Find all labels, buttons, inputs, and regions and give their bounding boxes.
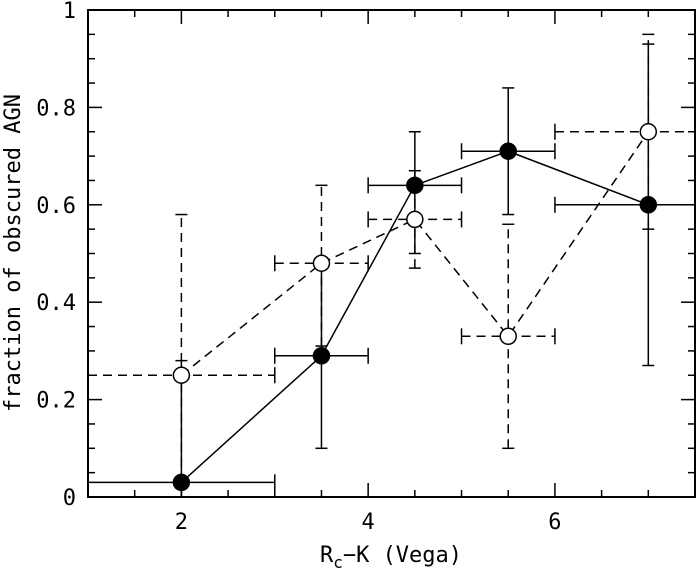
- y-tick-label: 0: [63, 486, 76, 511]
- y-tick-label: 1: [63, 0, 76, 24]
- x-axis-title-subscript: c: [333, 553, 343, 572]
- plot-frame: [87, 9, 696, 498]
- plot-layer: [88, 33, 695, 497]
- data-point-open: [312, 254, 331, 272]
- data-point-open: [172, 366, 191, 384]
- x-axis-title-main: R: [320, 543, 334, 568]
- data-point-filled: [312, 347, 331, 365]
- x-tick-label: 6: [548, 510, 561, 535]
- x-tick-label: 4: [362, 510, 375, 535]
- y-tick-label: 0.6: [36, 194, 76, 219]
- data-point-filled: [499, 142, 517, 160]
- series-line-open: [180, 131, 649, 376]
- x-axis-title: Rc−K (Vega): [320, 543, 462, 572]
- data-point-open: [499, 327, 517, 346]
- y-tick-label: 0.2: [36, 389, 76, 414]
- tick-layer: 2 4 6 0 0.2 0.4 0.6 0.8 1: [36, 0, 696, 535]
- y-axis-title: fraction of obscured AGN: [1, 94, 26, 412]
- x-tick-label: 2: [175, 510, 188, 535]
- y-tick-label: 0.4: [36, 291, 76, 316]
- y-tick-label: 0.8: [36, 96, 76, 121]
- data-point-open: [639, 123, 658, 141]
- x-axis-title-rest: −K (Vega): [343, 543, 462, 568]
- data-point-open: [406, 210, 424, 229]
